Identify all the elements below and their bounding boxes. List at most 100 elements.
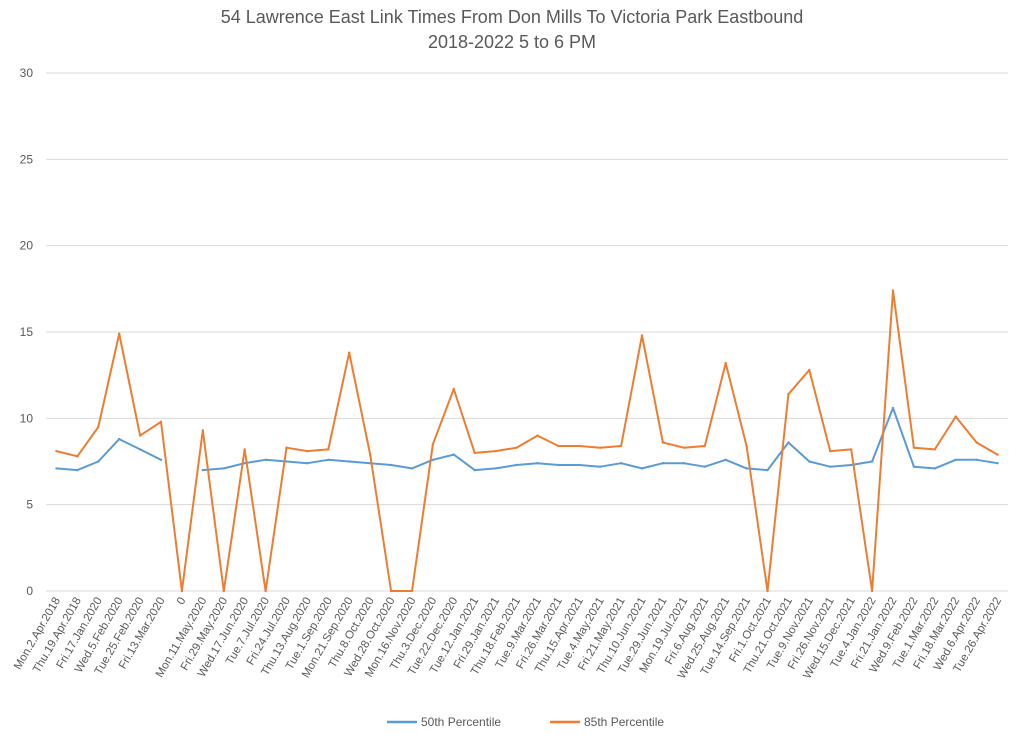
y-tick-label: 0 [26,584,33,598]
data-point [954,415,957,418]
legend: 50th Percentile 85th Percentile [387,715,664,729]
data-point [243,448,246,451]
data-point [431,458,435,461]
data-point [306,449,309,453]
data-point [222,467,225,470]
chart-subtitle: 2018-2022 5 to 6 PM [428,32,596,52]
series-lines [55,289,999,593]
data-point [787,441,790,444]
data-point [912,446,916,449]
data-point [201,429,205,432]
data-point [891,289,895,292]
data-point [912,465,916,468]
data-point [117,437,121,441]
legend-label-1: 85th Percentile [584,715,664,729]
data-point [180,589,184,593]
data-point [996,453,999,456]
data-point [138,434,142,437]
data-point [870,589,874,593]
data-point [557,463,560,467]
data-point [327,448,330,451]
data-point [389,463,393,467]
data-point [494,449,497,453]
data-point [766,589,769,593]
legend-label-0: 50th Percentile [421,715,501,729]
data-point [243,462,246,465]
data-point [598,465,602,468]
data-point [536,434,539,437]
data-point [97,425,100,429]
chart-title: 54 Lawrence East Link Times From Don Mil… [221,7,804,27]
x-tick-label: 0 [175,596,189,608]
data-point [557,444,560,448]
data-point [682,446,686,449]
data-point [829,465,832,468]
data-point [201,468,205,472]
data-point [808,368,811,372]
data-point [410,589,414,593]
data-point [285,446,288,449]
data-point [327,458,330,461]
data-point [954,458,957,461]
data-point [410,467,414,470]
data-point [159,420,163,423]
data-point [515,446,518,449]
y-tick-label: 15 [20,325,34,339]
y-tick-label: 5 [26,498,33,512]
data-point [348,351,351,354]
data-point [849,448,853,451]
data-point [640,334,644,337]
data-point [76,468,79,472]
y-axis-ticks: 0 5 10 15 20 25 30 [20,66,34,598]
data-point [452,387,456,391]
data-point [933,448,937,451]
data-point [578,463,581,467]
data-point [348,460,351,463]
data-point [724,361,727,365]
data-point [473,451,476,455]
data-point [619,462,623,465]
data-point [787,392,790,396]
data-point [661,441,665,444]
y-tick-label: 10 [20,411,34,425]
data-point [703,465,706,468]
data-point [306,462,309,465]
data-point [264,589,267,593]
series-line-1 [56,289,999,592]
data-point [745,444,748,448]
data-point [703,444,706,448]
y-tick-label: 20 [20,239,34,253]
data-point [452,453,456,456]
data-point [661,462,665,465]
data-point [598,446,602,449]
data-point [724,458,727,461]
data-point [159,458,163,461]
data-point [285,460,288,463]
data-point [222,589,225,593]
data-point [766,468,769,472]
data-point [368,453,372,456]
data-point [55,467,58,470]
data-point [473,468,476,472]
data-point [933,467,937,470]
data-point [515,463,518,467]
data-point [996,462,999,465]
data-point [619,444,623,448]
gridlines [46,72,1008,592]
data-point [870,460,874,463]
data-point [536,462,539,465]
data-point [891,406,895,410]
data-point [682,462,686,465]
data-point [117,332,121,335]
data-point [138,448,142,451]
y-tick-label: 25 [20,152,34,166]
data-point [829,449,832,453]
data-point [849,463,853,467]
data-point [431,443,435,446]
data-point [55,449,58,453]
data-point [640,467,644,470]
data-point [808,460,811,463]
data-point [389,589,393,593]
